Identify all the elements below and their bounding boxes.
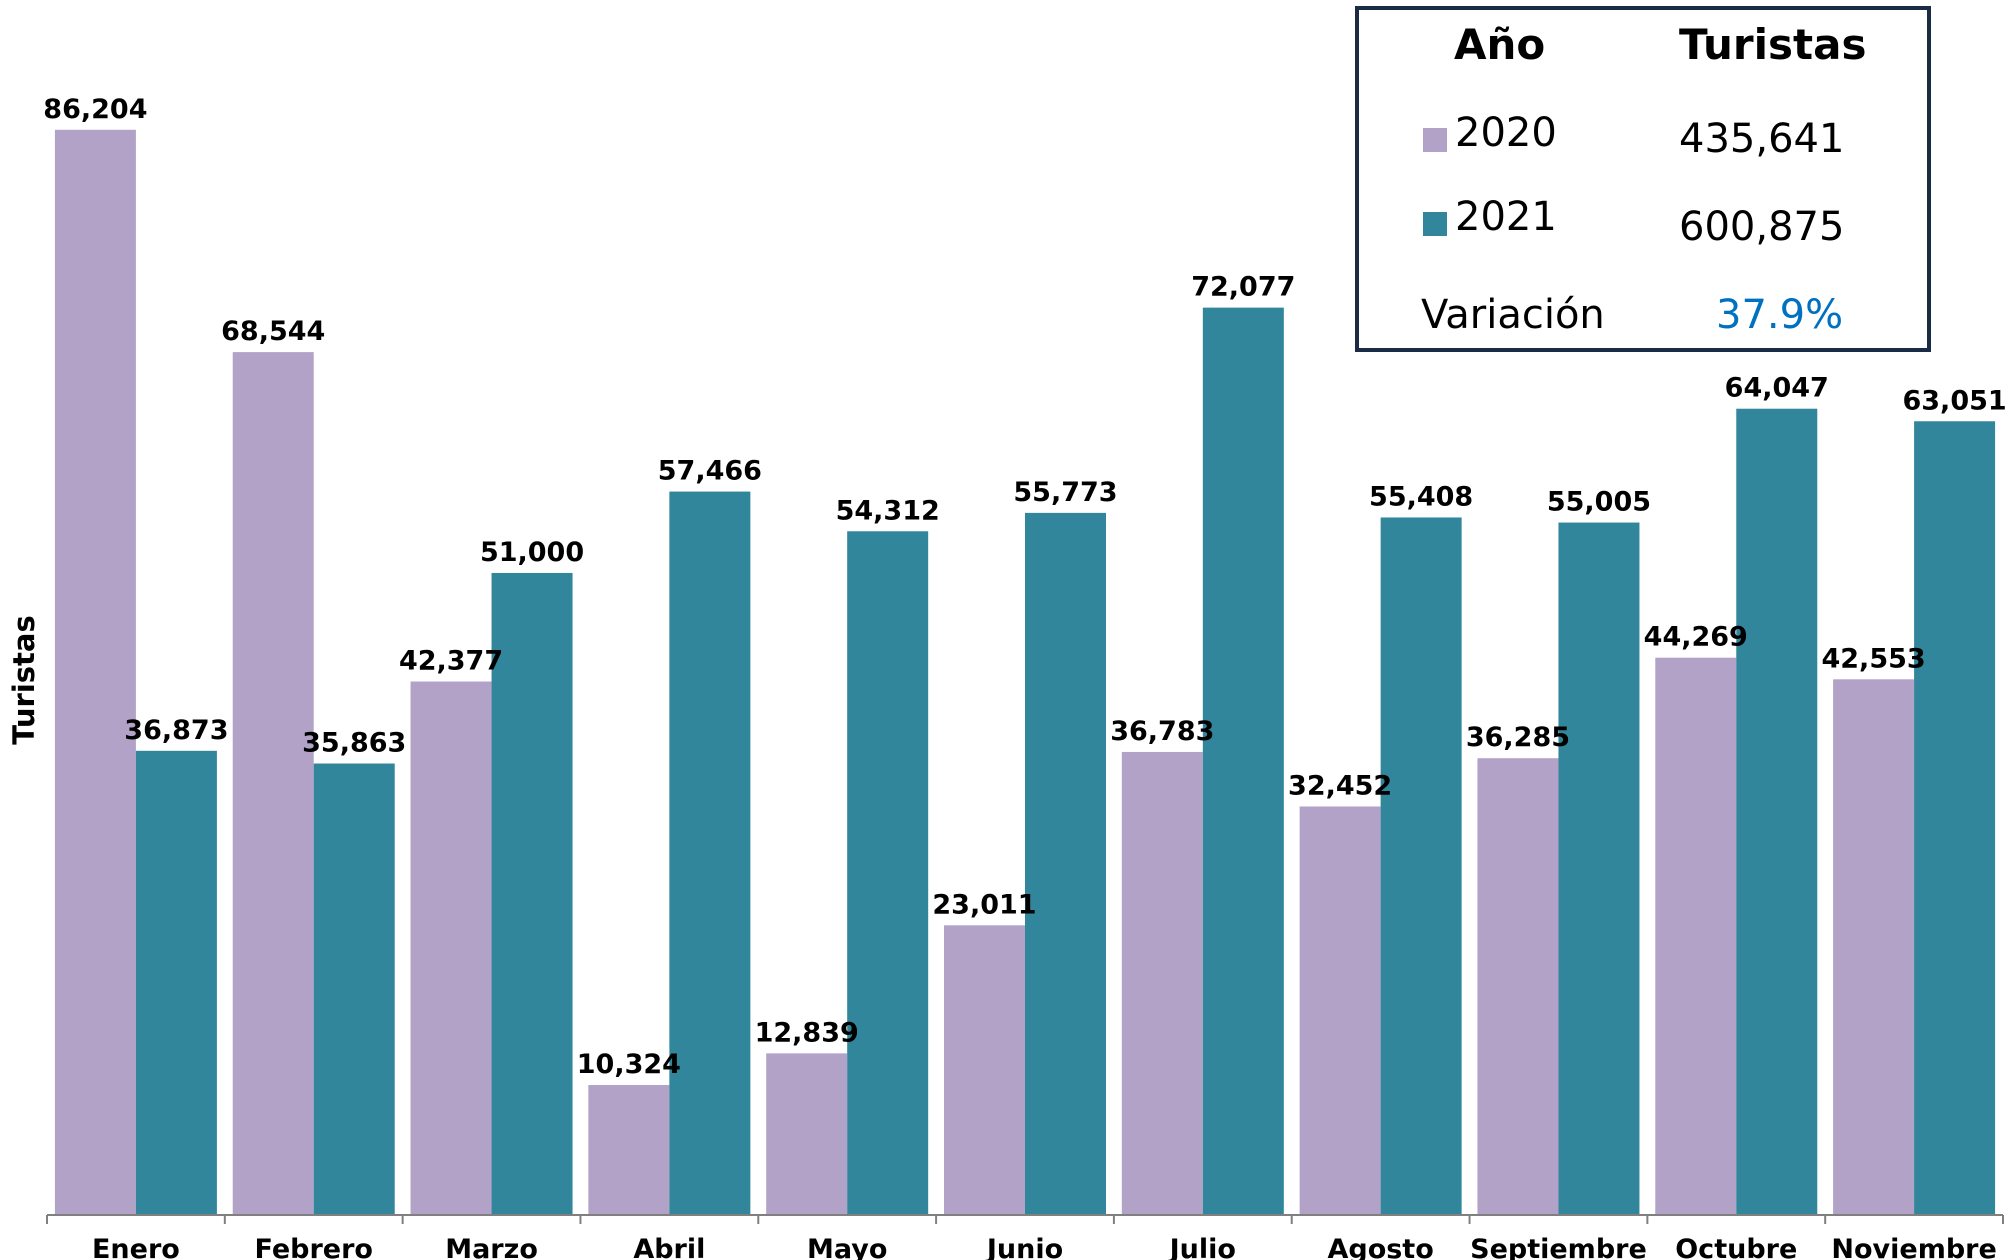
bar-2021-abril bbox=[669, 491, 751, 1216]
bar-value-label-2020-julio: 36,783 bbox=[1110, 716, 1214, 747]
bar-labels-group: 86,204 36,873 68,544 35,863 42,377 51,000 10,3… bbox=[43, 94, 2006, 1080]
bar-value-label-2020-mayo: 12,839 bbox=[755, 1017, 859, 1048]
bar-2021-octubre bbox=[1736, 408, 1818, 1215]
bar-value-label-2021-septiembre: 55,005 bbox=[1547, 487, 1651, 518]
bar-value-label-2020-abril: 10,324 bbox=[577, 1049, 681, 1080]
x-tick-label-febrero: Febrero bbox=[254, 1234, 372, 1260]
bar-2021-enero bbox=[135, 750, 217, 1215]
bar-value-label-2020-septiembre: 36,285 bbox=[1466, 722, 1570, 753]
bar-2021-noviembre bbox=[1914, 421, 1996, 1216]
x-tick-label-noviembre: Noviembre bbox=[1831, 1234, 1996, 1260]
legend-variation-label: Variación bbox=[1421, 292, 1605, 338]
bar-value-label-2020-marzo: 42,377 bbox=[399, 646, 503, 677]
bar-2020-mayo bbox=[766, 1053, 848, 1215]
bar-value-label-2020-febrero: 68,544 bbox=[221, 316, 325, 347]
legend-swatch-2020 bbox=[1423, 128, 1447, 152]
bar-2021-marzo bbox=[491, 572, 573, 1215]
bar-2021-mayo bbox=[847, 531, 929, 1215]
bar-value-label-2021-abril: 57,466 bbox=[658, 456, 762, 487]
x-tick-label-julio: Julio bbox=[1168, 1234, 1236, 1260]
bar-2020-febrero bbox=[232, 352, 314, 1216]
x-tick-label-enero: Enero bbox=[92, 1234, 180, 1260]
bar-value-label-2021-enero: 36,873 bbox=[124, 715, 228, 746]
x-tick-label-septiembre: Septiembre bbox=[1470, 1234, 1647, 1260]
bar-value-label-2020-junio: 23,011 bbox=[932, 889, 1036, 920]
bar-2021-julio bbox=[1202, 307, 1284, 1216]
legend-year-2020: 2020 bbox=[1455, 110, 1557, 156]
bar-2020-abril bbox=[588, 1085, 670, 1215]
bar-2021-junio bbox=[1025, 512, 1106, 1215]
bar-2020-septiembre bbox=[1477, 758, 1559, 1215]
x-tick-label-agosto: Agosto bbox=[1327, 1234, 1433, 1260]
bar-value-label-2020-agosto: 32,452 bbox=[1288, 770, 1392, 801]
bar-2020-enero bbox=[54, 129, 136, 1215]
bar-2021-agosto bbox=[1380, 517, 1462, 1215]
summary-legend-box: Año Turistas 2020 435,641 2021 600,875 V… bbox=[1355, 6, 1931, 352]
x-tick-label-octubre: Octubre bbox=[1675, 1234, 1797, 1260]
y-axis-title: Turistas bbox=[7, 615, 41, 744]
x-tick-label-junio: Junio bbox=[985, 1234, 1063, 1260]
bar-2020-noviembre bbox=[1833, 679, 1915, 1215]
bar-2021-febrero bbox=[313, 763, 395, 1215]
x-axis-ticks bbox=[46, 1215, 2004, 1224]
bar-value-label-2021-mayo: 54,312 bbox=[836, 495, 940, 526]
bar-2020-octubre bbox=[1655, 657, 1737, 1215]
bar-2020-marzo bbox=[410, 681, 492, 1215]
bar-value-label-2021-noviembre: 63,051 bbox=[1902, 385, 2006, 416]
bar-2020-agosto bbox=[1299, 806, 1381, 1215]
x-tick-label-mayo: Mayo bbox=[807, 1234, 887, 1260]
bar-value-label-2021-marzo: 51,000 bbox=[480, 537, 584, 568]
bar-value-label-2021-junio: 55,773 bbox=[1013, 477, 1117, 508]
legend-header-tourists: Turistas bbox=[1679, 20, 1867, 69]
bar-value-label-2020-enero: 86,204 bbox=[43, 94, 147, 125]
bar-value-label-2021-julio: 72,077 bbox=[1191, 272, 1295, 303]
legend-swatch-2021 bbox=[1423, 212, 1447, 236]
x-tick-label-abril: Abril bbox=[633, 1234, 705, 1260]
legend-variation-value: 37.9% bbox=[1716, 292, 1844, 338]
bar-value-label-2021-octubre: 64,047 bbox=[1725, 373, 1829, 404]
bar-2020-junio bbox=[944, 925, 1025, 1215]
bar-2021-septiembre bbox=[1558, 522, 1640, 1215]
bar-value-label-2020-noviembre: 42,553 bbox=[1821, 643, 1925, 674]
legend-total-2021: 600,875 bbox=[1679, 204, 1845, 250]
x-tick-label-marzo: Marzo bbox=[445, 1234, 538, 1260]
legend-total-2020: 435,641 bbox=[1679, 116, 1845, 162]
legend-header-year: Año bbox=[1454, 20, 1546, 69]
bar-value-label-2021-agosto: 55,408 bbox=[1369, 481, 1473, 512]
bar-value-label-2020-octubre: 44,269 bbox=[1644, 622, 1748, 653]
bars-group bbox=[54, 129, 1996, 1216]
x-axis-labels: Enero Febrero Marzo Abril Mayo Junio Julio Agos… bbox=[92, 1234, 1997, 1260]
bar-2020-julio bbox=[1121, 751, 1203, 1215]
bar-value-label-2021-febrero: 35,863 bbox=[302, 728, 406, 759]
legend-year-2021: 2021 bbox=[1455, 194, 1557, 240]
